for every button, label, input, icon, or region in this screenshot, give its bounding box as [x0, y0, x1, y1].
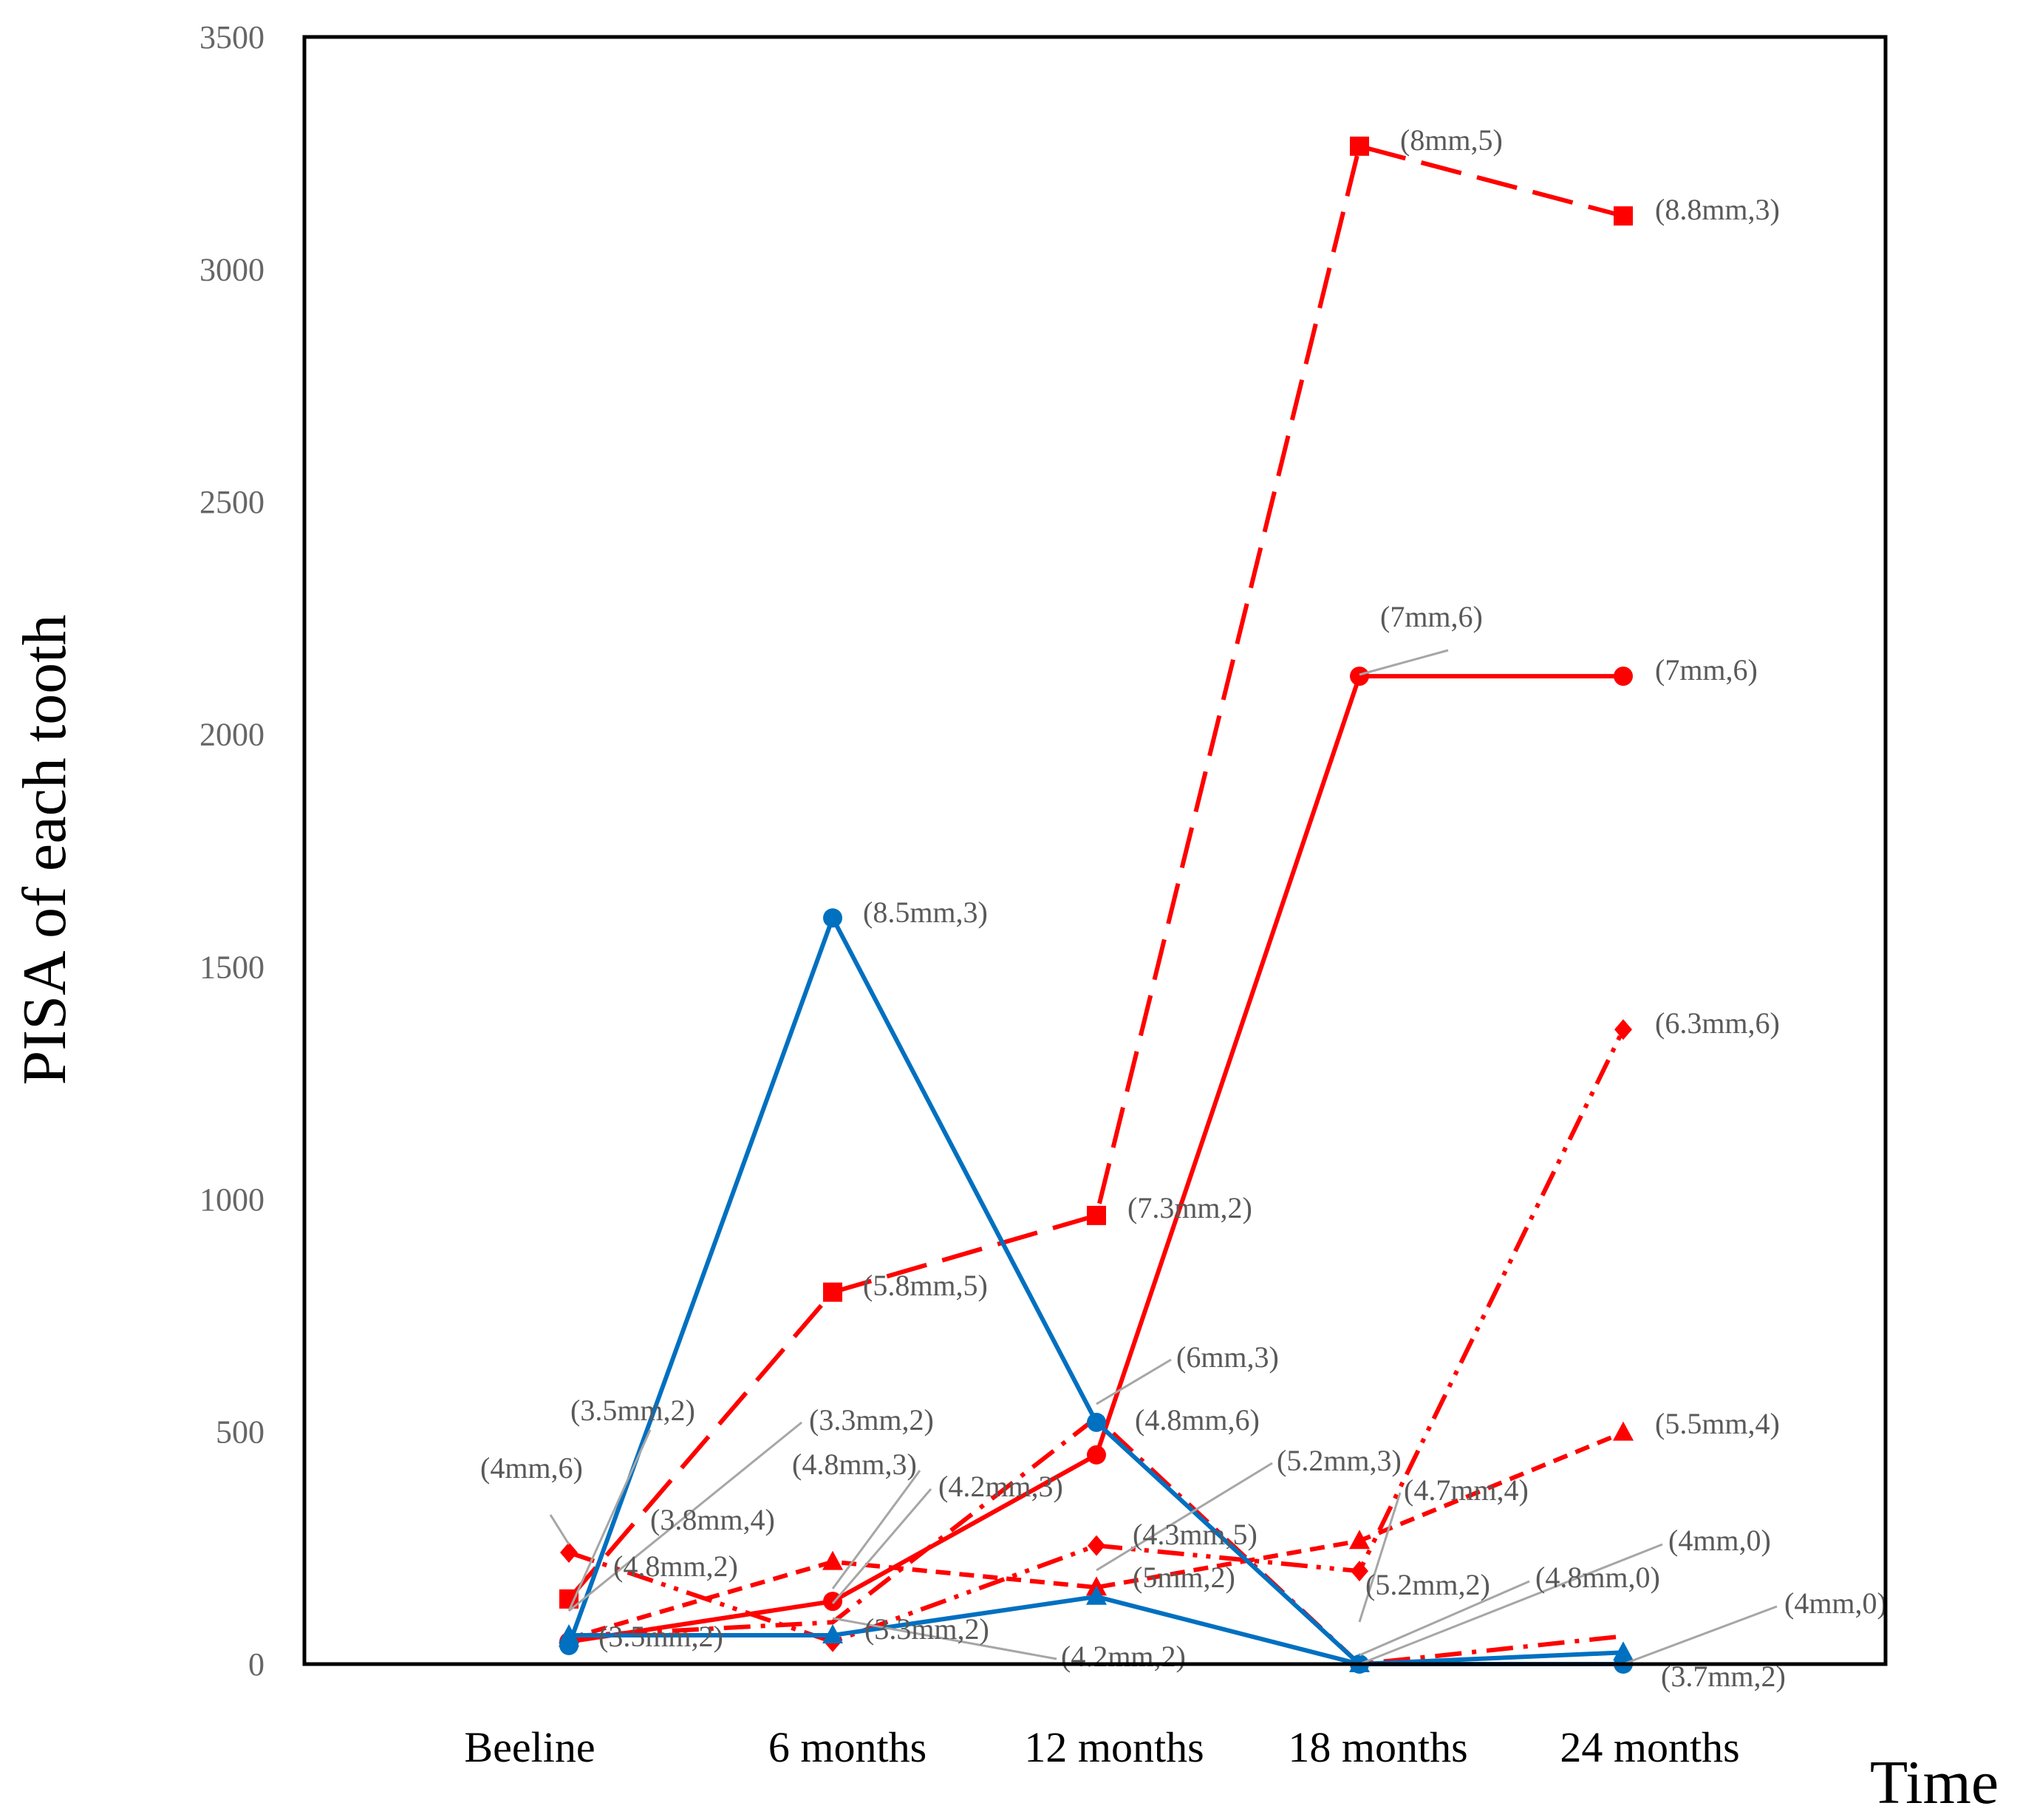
y-tick-label: 500: [216, 1414, 265, 1450]
data-point-marker: [822, 1550, 843, 1570]
data-point-marker: [1614, 206, 1633, 226]
x-axis-ticks: Beeline 6 months 12 months 18 months 24 mont…: [464, 1723, 1739, 1771]
series-line: [568, 1430, 1625, 1641]
x-category-label: 6 months: [768, 1723, 927, 1771]
data-label: (4.8mm,3): [792, 1448, 917, 1481]
data-point-marker: [1614, 1019, 1632, 1040]
y-axis-title: PISA of each tooth: [10, 615, 79, 1085]
label-leader-line: [831, 1470, 921, 1589]
data-point-marker: [1349, 1530, 1370, 1550]
data-point-marker: [1088, 1535, 1105, 1556]
y-tick-label: 3000: [199, 252, 265, 288]
series-6: [559, 1585, 1634, 1672]
series-line: [567, 143, 1624, 1601]
y-tick-label: 1000: [199, 1182, 265, 1218]
data-label: (4.3mm,5): [1133, 1518, 1258, 1551]
data-label: (7mm,6): [1655, 653, 1758, 686]
data-label: (4mm,0): [1668, 1524, 1771, 1557]
label-leader-line: [1096, 1358, 1172, 1405]
data-point-marker: [822, 1623, 843, 1643]
label-leader-line: [831, 1488, 932, 1604]
label-leader-line: [1358, 1492, 1402, 1623]
label-leader-line: [1359, 1543, 1663, 1666]
data-label: (3.3mm,2): [809, 1403, 934, 1436]
data-point-marker: [823, 1282, 842, 1302]
data-point-marker: [559, 1623, 579, 1643]
data-point-marker: [1614, 667, 1633, 686]
data-label: (5mm,2): [1133, 1561, 1235, 1594]
y-tick-label: 1500: [199, 949, 265, 985]
data-label: (7mm,6): [1380, 600, 1483, 633]
data-labels: (8mm,5) (8.8mm,3) (7mm,6) (7mm,6) (8.5mm,3) (…: [480, 123, 1887, 1693]
series-0: [559, 136, 1633, 1609]
data-label: (3.5mm,2): [570, 1394, 695, 1427]
data-point-marker: [1087, 1205, 1106, 1225]
data-point-marker: [1351, 1561, 1368, 1582]
data-point-marker: [560, 1542, 578, 1564]
data-label: (6mm,3): [1176, 1340, 1279, 1374]
x-category-label: Beeline: [464, 1723, 595, 1771]
series-line: [568, 1415, 1624, 1666]
x-category-label: 18 months: [1288, 1723, 1467, 1771]
data-label: (8.8mm,3): [1655, 193, 1780, 226]
data-label: (5.8mm,5): [863, 1269, 988, 1302]
data-label: (4.7mm,4): [1404, 1473, 1529, 1507]
data-point-marker: [1613, 1641, 1634, 1661]
y-axis-ticks: 0 500 1000 1500 2000 2500 3000 3500: [199, 19, 265, 1683]
data-label: (7.3mm,2): [1127, 1191, 1252, 1224]
data-label: (3.5mm,2): [598, 1620, 723, 1653]
label-leader-line: [832, 1617, 1057, 1660]
data-point-marker: [1613, 1421, 1634, 1441]
data-point-marker: [1350, 667, 1369, 686]
label-leader-line: [549, 1514, 570, 1545]
data-label: (8.5mm,3): [863, 896, 988, 929]
series-4: [568, 1415, 1624, 1666]
leader-lines: [549, 649, 1778, 1666]
label-leader-line: [1359, 649, 1449, 676]
data-label: (5.2mm,3): [1277, 1444, 1402, 1477]
data-label: (3.3mm,2): [864, 1612, 989, 1646]
data-point-marker: [1350, 136, 1369, 156]
series-2: [560, 1019, 1632, 1652]
data-label: (5.2mm,2): [1365, 1568, 1490, 1601]
label-leader-line: [1623, 1605, 1778, 1666]
data-label: (6.3mm,6): [1655, 1006, 1780, 1040]
x-axis-title: Time: [1870, 1748, 1999, 1817]
data-point-marker: [823, 908, 842, 928]
y-tick-label: 2000: [199, 717, 265, 753]
data-point-marker: [1086, 1585, 1107, 1605]
y-tick-label: 3500: [199, 19, 265, 55]
data-label: (5.5mm,4): [1655, 1407, 1780, 1440]
label-leader-line: [567, 1429, 652, 1612]
y-tick-label: 2500: [199, 484, 265, 520]
data-point-marker: [1087, 1445, 1106, 1465]
data-label: (4.8mm,6): [1135, 1403, 1260, 1436]
data-point-marker: [1087, 1412, 1106, 1432]
data-label: (4.8mm,0): [1535, 1561, 1660, 1594]
x-category-label: 24 months: [1560, 1723, 1739, 1771]
plot-area-frame: [302, 35, 1888, 1666]
data-label: (8mm,5): [1400, 123, 1503, 157]
label-leader-line: [1359, 1580, 1530, 1657]
data-label: (4mm,6): [480, 1451, 583, 1485]
label-leader-line: [568, 1421, 802, 1612]
data-label: (4.2mm,2): [1061, 1640, 1186, 1673]
data-label: (3.8mm,4): [650, 1503, 775, 1536]
data-label: (4.8mm,2): [613, 1550, 738, 1583]
series-layer: [559, 136, 1634, 1674]
data-label: (4mm,0): [1784, 1586, 1887, 1620]
x-category-label: 12 months: [1024, 1723, 1204, 1771]
label-leader-line: [1096, 1462, 1273, 1572]
y-tick-label: 0: [248, 1646, 265, 1683]
data-label: (4.2mm,3): [938, 1470, 1063, 1503]
